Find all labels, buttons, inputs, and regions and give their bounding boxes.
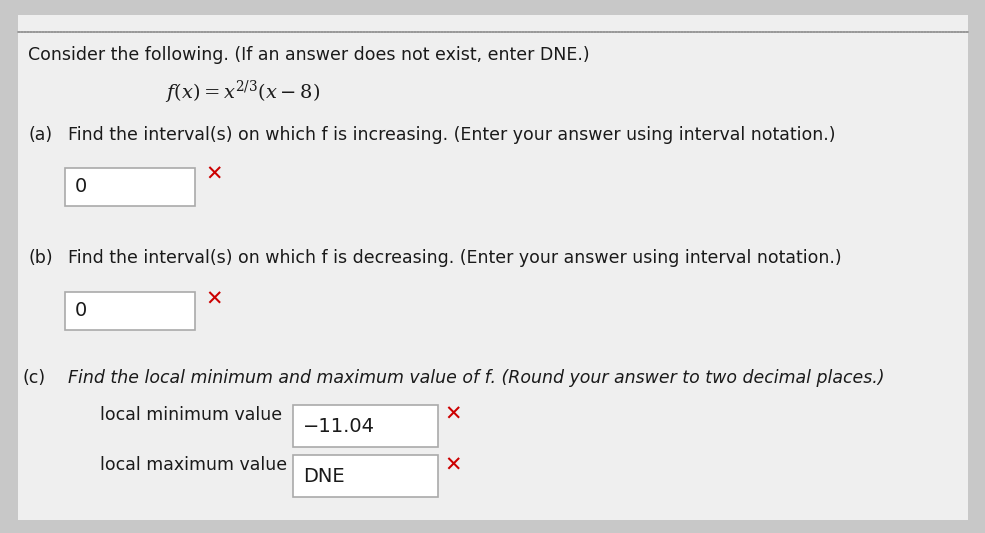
Text: $f(x) = x^{2/3}(x-8)$: $f(x) = x^{2/3}(x-8)$: [165, 78, 320, 106]
Text: Find the interval(s) on which f is increasing. (Enter your answer using interval: Find the interval(s) on which f is incre…: [68, 126, 835, 144]
Text: 0: 0: [75, 302, 88, 320]
Text: (a): (a): [28, 126, 52, 144]
Text: ✕: ✕: [205, 290, 223, 310]
Text: local maximum value: local maximum value: [100, 456, 287, 474]
Text: (c): (c): [22, 369, 45, 387]
Text: ✕: ✕: [205, 165, 223, 185]
Text: ✕: ✕: [444, 456, 462, 476]
Text: (b): (b): [28, 249, 52, 267]
FancyBboxPatch shape: [293, 455, 438, 497]
FancyBboxPatch shape: [18, 15, 968, 520]
Text: Find the interval(s) on which f is decreasing. (Enter your answer using interval: Find the interval(s) on which f is decre…: [68, 249, 841, 267]
FancyBboxPatch shape: [65, 168, 195, 206]
Text: DNE: DNE: [303, 466, 345, 486]
FancyBboxPatch shape: [293, 405, 438, 447]
Text: Consider the following. (If an answer does not exist, enter DNE.): Consider the following. (If an answer do…: [28, 46, 590, 64]
Text: Find the local minimum and maximum value of f. (Round your answer to two decimal: Find the local minimum and maximum value…: [68, 369, 885, 387]
Text: −11.04: −11.04: [303, 416, 375, 435]
Text: 0: 0: [75, 177, 88, 197]
FancyBboxPatch shape: [65, 292, 195, 330]
Text: ✕: ✕: [444, 405, 462, 425]
Text: local minimum value: local minimum value: [100, 406, 282, 424]
